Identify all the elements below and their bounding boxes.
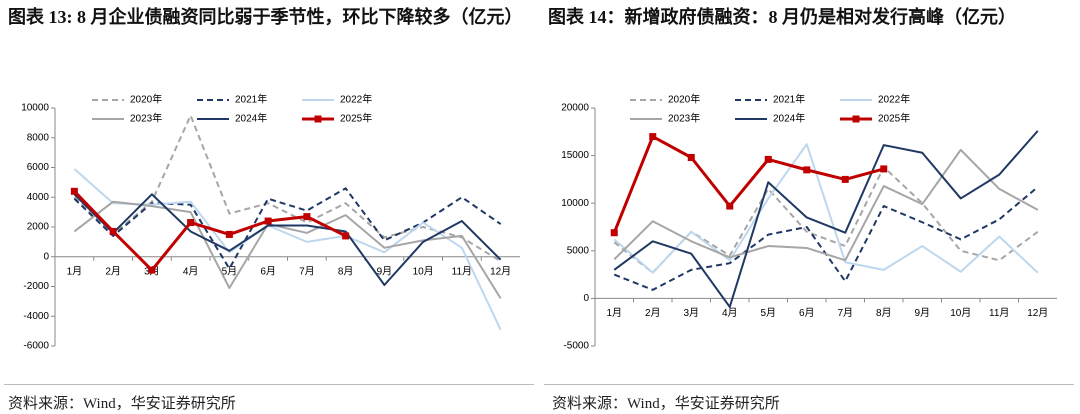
x-tick-label: 1月 xyxy=(67,265,83,277)
series-marker xyxy=(880,165,888,173)
y-tick-label: -5000 xyxy=(563,341,589,352)
x-tick-label: 10月 xyxy=(413,265,434,277)
x-tick-label: 7月 xyxy=(299,265,315,277)
series-line xyxy=(73,168,502,331)
x-tick-label: 5月 xyxy=(760,307,776,319)
series-marker xyxy=(687,154,695,162)
x-tick-label: 12月 xyxy=(1027,307,1048,319)
x-tick-label: 9月 xyxy=(914,307,930,319)
x-tick-label: 6月 xyxy=(799,307,815,319)
divider xyxy=(4,384,534,385)
x-tick-label: 11月 xyxy=(452,265,472,277)
series-marker xyxy=(610,229,618,237)
y-tick-label: -2000 xyxy=(23,281,49,292)
source-note: 资料来源：Wind，华安证券研究所 xyxy=(8,396,236,412)
x-tick-label: 3月 xyxy=(683,307,699,319)
series-line xyxy=(613,166,1039,274)
series-marker xyxy=(726,202,734,210)
x-tick-label: 1月 xyxy=(606,307,622,319)
series-marker xyxy=(342,232,350,240)
x-tick-label: 8月 xyxy=(338,265,354,277)
legend-marker xyxy=(852,115,860,123)
x-tick-label: 4月 xyxy=(183,265,199,277)
series-line xyxy=(73,200,502,299)
y-tick-label: 8000 xyxy=(27,132,50,143)
series-marker xyxy=(148,266,156,274)
y-tick-label: 10000 xyxy=(561,198,589,209)
series-marker xyxy=(70,187,78,195)
series-line xyxy=(73,187,502,270)
x-tick-label: 2月 xyxy=(645,307,661,319)
legend-label: 2020年 xyxy=(668,93,700,106)
x-tick-label: 12月 xyxy=(490,265,511,277)
legend-label: 2025年 xyxy=(878,112,910,125)
legend-label: 2023年 xyxy=(668,112,700,125)
series-marker xyxy=(764,155,772,163)
y-tick-label: 10000 xyxy=(21,103,49,114)
legend-label: 2020年 xyxy=(130,93,162,106)
series-line xyxy=(73,193,502,287)
divider xyxy=(544,384,1074,385)
y-tick-label: 20000 xyxy=(561,103,589,114)
series-marker xyxy=(649,133,657,141)
series-line xyxy=(613,130,1039,308)
legend-label: 2024年 xyxy=(773,112,805,125)
y-tick-label: 0 xyxy=(583,293,589,304)
x-tick-label: 11月 xyxy=(989,307,1009,319)
x-tick-label: 5月 xyxy=(222,265,238,277)
chart-title: 图表 14：新增政府债融资：8 月仍是相对发行高峰（亿元） xyxy=(548,7,1016,27)
legend-label: 2023年 xyxy=(130,112,162,125)
legend-label: 2022年 xyxy=(878,93,910,106)
series-marker xyxy=(841,175,849,183)
legend-label: 2025年 xyxy=(340,112,372,125)
y-tick-label: 4000 xyxy=(27,192,50,203)
series-marker xyxy=(264,217,272,225)
y-tick-label: 2000 xyxy=(27,222,50,233)
x-tick-label: 4月 xyxy=(722,307,738,319)
series-line xyxy=(613,148,1039,262)
series-marker xyxy=(803,166,811,174)
x-tick-label: 9月 xyxy=(377,265,393,277)
series-marker xyxy=(187,219,195,227)
y-tick-label: -4000 xyxy=(23,311,49,322)
y-tick-label: 5000 xyxy=(567,245,590,256)
legend-label: 2022年 xyxy=(340,93,372,106)
series-line xyxy=(612,135,885,234)
y-tick-label: 0 xyxy=(43,251,49,262)
legend-label: 2021年 xyxy=(773,93,805,106)
y-tick-label: 6000 xyxy=(27,162,50,173)
legend-label: 2024年 xyxy=(235,112,267,125)
y-tick-label: -6000 xyxy=(23,341,49,352)
series-marker xyxy=(109,227,117,235)
x-tick-label: 2月 xyxy=(105,265,121,277)
x-tick-label: 6月 xyxy=(260,265,276,277)
series-marker xyxy=(303,213,311,221)
series-marker xyxy=(225,230,233,238)
x-tick-label: 7月 xyxy=(837,307,853,319)
legend-marker xyxy=(314,115,322,123)
series-line xyxy=(73,114,502,263)
legend-label: 2021年 xyxy=(235,93,267,106)
series-line xyxy=(73,190,347,272)
x-tick-label: 8月 xyxy=(876,307,892,319)
y-tick-label: 15000 xyxy=(561,150,589,161)
charts: -6000 -4000 -2000 0 2000 4000 6000 8000 10000 1月 2… xyxy=(21,93,1057,352)
x-tick-label: 10月 xyxy=(950,307,971,319)
chart-title: 图表 13: 8 月企业债融资同比弱于季节性，环比下降较多（亿元） xyxy=(8,7,523,27)
source-note: 资料来源：Wind，华安证券研究所 xyxy=(552,396,780,412)
